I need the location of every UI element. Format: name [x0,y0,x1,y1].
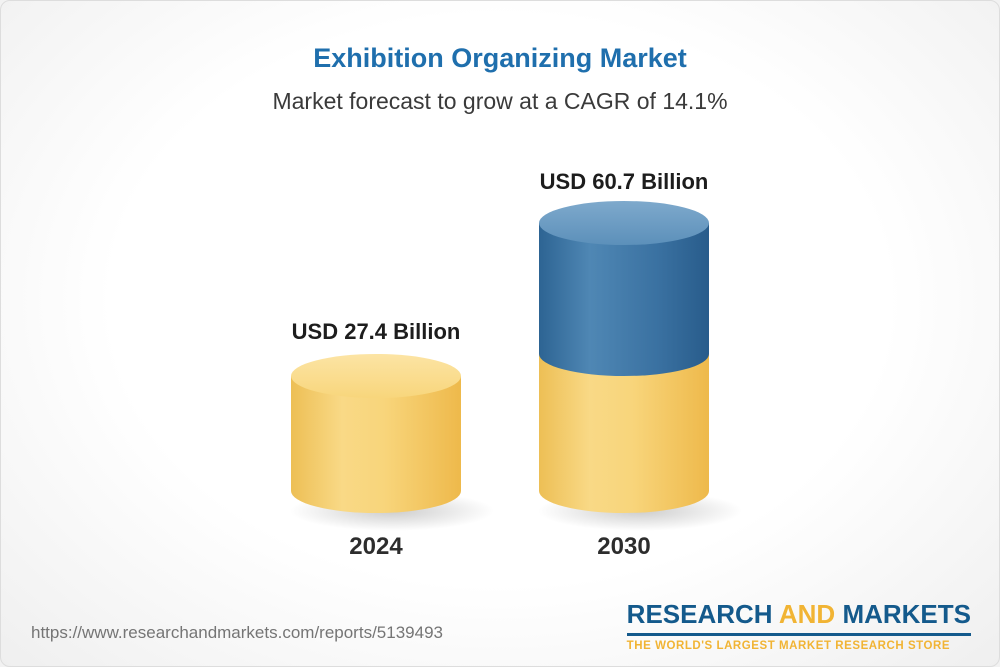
logo-word-and: AND [778,599,836,629]
research-and-markets-logo: RESEARCH AND MARKETS THE WORLD'S LARGEST… [626,599,971,652]
bar-value-label-2024: USD 27.4 Billion [291,319,461,344]
cylinder-body-yellow [291,376,461,513]
cylinder-segment-blue-growth [539,223,709,376]
cylinder-top-blue [539,201,709,245]
cylinder-segment-yellow-base [539,354,709,513]
logo-tagline: THE WORLD'S LARGEST MARKET RESEARCH STOR… [626,640,951,652]
logo-word-markets: MARKETS [842,599,971,629]
page-subtitle: Market forecast to grow at a CAGR of 14.… [272,88,728,114]
x-axis-label-2030: 2030 [597,533,651,560]
page-title: Exhibition Organizing Market [313,43,687,73]
bar-cylinder-2024 [291,354,461,513]
bar-value-label-2030: USD 60.7 Billion [539,169,709,194]
bar-cylinder-2030 [539,201,709,513]
logo-wordmark: RESEARCH AND MARKETS [626,599,971,636]
cylinder-top-yellow [291,354,461,398]
x-axis-label-2024: 2024 [349,533,403,560]
report-url-link[interactable]: https://www.researchandmarkets.com/repor… [31,623,443,642]
logo-word-research: RESEARCH [626,599,773,629]
